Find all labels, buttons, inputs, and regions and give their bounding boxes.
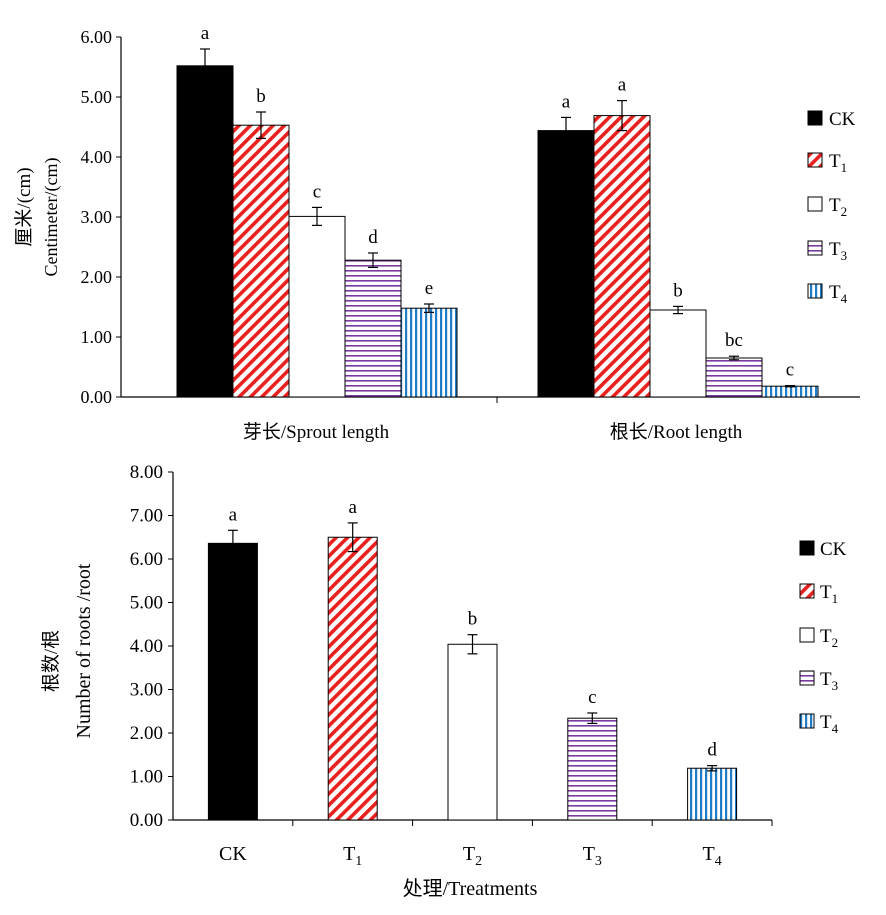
y-tick-label: 4.00 [81, 147, 113, 167]
legend: CK T1 T2 T3 T4 [799, 539, 847, 736]
significance-letter: d [707, 740, 717, 761]
y-tick-label: 2.00 [130, 723, 163, 744]
bar-t1 [327, 536, 378, 821]
y-axis-label-english: Number of roots /root [73, 563, 95, 738]
legend-swatch-t1 [799, 583, 815, 599]
significance-letter: e [425, 278, 433, 299]
bar-ck-1 [537, 130, 595, 398]
y-axis-label-english: Centimeter/(cm) [41, 158, 62, 277]
legend-label-t4: T4 [829, 282, 848, 306]
bar-t2-1 [649, 309, 707, 398]
bar-t3-0 [344, 259, 402, 398]
x-tick-label-t3: T3 [583, 843, 602, 869]
legend-label-t3: T3 [829, 239, 847, 263]
legend-label-ck: CK [820, 539, 847, 560]
bar-t2 [447, 643, 498, 821]
legend-swatch-t2 [807, 196, 823, 212]
significance-letter: b [673, 280, 683, 301]
significance-letter: a [229, 504, 238, 525]
x-tick-label-ck: CK [219, 843, 247, 865]
legend-label-t2: T2 [829, 195, 847, 219]
legend-swatch-t3 [807, 240, 823, 256]
bar-t4-0 [400, 307, 458, 398]
bar-t3-1 [705, 357, 763, 398]
significance-letter: c [588, 687, 596, 708]
x-tick-label-t2: T2 [463, 843, 482, 869]
y-tick-label: 4.00 [130, 636, 163, 657]
y-tick-label: 8.00 [130, 462, 163, 483]
chart-root-number: 0.00 1.00 2.00 3.00 4.00 5.00 6.00 7.00 8.00 a a b… [40, 462, 847, 900]
y-tick-label: 1.00 [130, 767, 163, 788]
x-category-label-sprout: 芽长/Sprout length [243, 421, 390, 443]
y-tick-label: 5.00 [130, 593, 163, 614]
bar-ck-0 [176, 65, 234, 398]
legend-swatch-t4 [799, 713, 815, 729]
significance-letter: c [786, 360, 794, 381]
y-tick-label: 1.00 [81, 327, 113, 347]
y-tick-label: 0.00 [130, 810, 163, 831]
legend-label-t3: T3 [820, 669, 838, 693]
x-axis-label: 处理/Treatments [403, 877, 538, 900]
y-tick-label: 3.00 [130, 680, 163, 701]
significance-letter: b [256, 86, 266, 107]
bar-ck [207, 542, 258, 821]
x-tick-label-t1: T1 [343, 843, 362, 869]
x-axis-tick-labels: CK T1 T2 T3 T4 [219, 820, 773, 869]
chart-sprout-root-length: 0.00 1.00 2.00 3.00 4.00 5.00 6.00 a a b a c b d bc e c… [13, 23, 860, 443]
legend-swatch-t2 [799, 627, 815, 643]
significance-letter: a [618, 75, 627, 96]
significance-letter: b [468, 609, 478, 630]
legend-label-t2: T2 [820, 626, 838, 650]
x-category-label-root: 根长/Root length [610, 421, 743, 443]
y-tick-label: 5.00 [81, 87, 113, 107]
legend-label-ck: CK [829, 109, 856, 130]
y-tick-label: 6.00 [130, 549, 163, 570]
legend-swatch-ck [807, 110, 823, 126]
significance-letter: d [368, 227, 378, 248]
legend-swatch-t3 [799, 670, 815, 686]
legend-label-t1: T1 [820, 582, 838, 606]
legend-swatch-t4 [807, 283, 823, 299]
y-axis-label-chinese: 厘米/(cm) [13, 167, 35, 246]
significance-letter: a [201, 23, 210, 44]
legend-label-t1: T1 [829, 151, 847, 175]
significance-letter: a [562, 91, 571, 112]
bar-t2-0 [288, 215, 346, 398]
bar-t1-1 [593, 115, 651, 398]
legend-label-t4: T4 [820, 712, 839, 736]
y-axis-label-chinese: 根数/根 [40, 630, 62, 692]
y-tick-label: 0.00 [81, 387, 113, 407]
bars: a a b c d [207, 497, 738, 821]
bar-t1-0 [232, 124, 290, 398]
y-tick-label: 6.00 [81, 27, 113, 47]
legend-swatch-t1 [807, 152, 823, 168]
significance-letter: c [313, 181, 321, 202]
x-tick-label-t4: T4 [702, 843, 721, 869]
bar-t4-1 [761, 385, 819, 398]
significance-letter: bc [725, 330, 743, 351]
bar-t3 [567, 717, 618, 821]
y-tick-label: 3.00 [81, 207, 113, 227]
legend: CK T1 T2 T3 T4 [807, 109, 856, 306]
significance-letter: a [348, 497, 357, 518]
y-tick-label: 2.00 [81, 267, 113, 287]
legend-swatch-ck [799, 540, 815, 556]
bars: a a b a c b d bc e c [176, 23, 819, 398]
y-axis-ticks: 0.00 1.00 2.00 3.00 4.00 5.00 6.00 [81, 27, 860, 407]
y-tick-label: 7.00 [130, 506, 163, 527]
bar-t4 [687, 767, 738, 821]
